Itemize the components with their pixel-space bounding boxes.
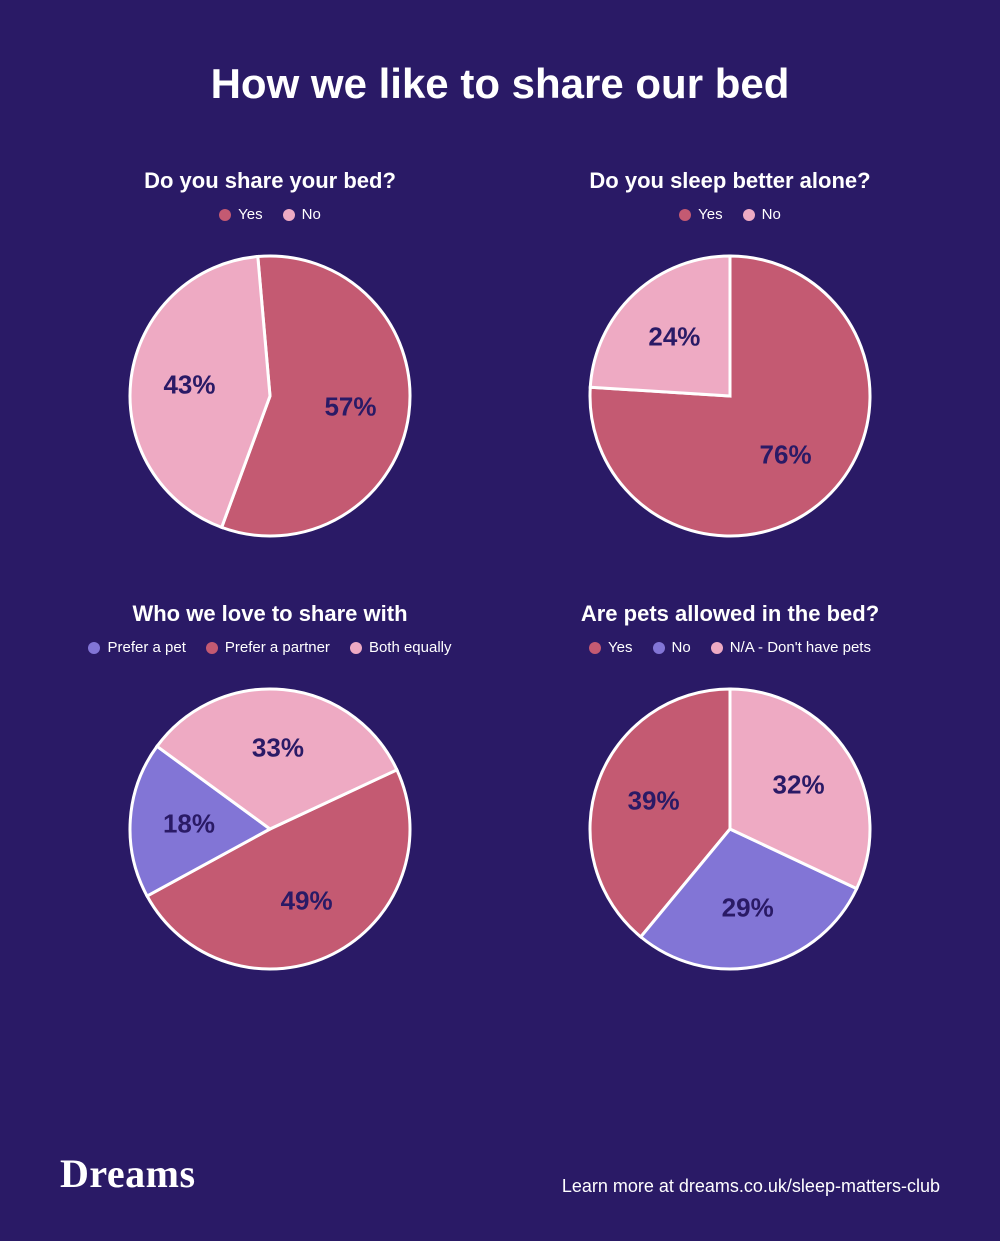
legend-label: Prefer a pet [107,639,185,656]
pie-svg [585,251,875,541]
chart-legend: Prefer a pet Prefer a partner Both equally [88,639,451,656]
chart-panel: Are pets allowed in the bed? Yes No N/A - D… [520,601,940,974]
legend-item: Prefer a pet [88,639,185,656]
slice-value-label: 57% [324,391,376,422]
legend-item: Yes [679,206,722,223]
brand-logo: Dreams [60,1150,196,1197]
chart-title: Do you share your bed? [144,168,396,194]
legend-item: Yes [589,639,632,656]
chart-title: Who we love to share with [132,601,407,627]
slice-value-label: 43% [163,370,215,401]
slice-value-label: 76% [760,440,812,471]
legend-label: Both equally [369,639,452,656]
pie-chart: 39% 29% 32% [585,684,875,974]
legend-label: No [672,639,691,656]
chart-legend: Yes No N/A - Don't have pets [589,639,871,656]
legend-item: No [283,206,321,223]
pie-chart: 76% 24% [585,251,875,541]
chart-panel: Do you sleep better alone? Yes No 76% 24% [520,168,940,541]
slice-value-label: 29% [722,893,774,924]
footer: Dreams Learn more at dreams.co.uk/sleep-… [60,1150,940,1197]
pie-chart: 57% 43% [125,251,415,541]
slice-value-label: 18% [163,808,215,839]
legend-label: Yes [608,639,632,656]
legend-label: No [762,206,781,223]
main-title: How we like to share our bed [60,60,940,108]
legend-swatch [743,209,755,221]
legend-swatch [88,642,100,654]
legend-swatch [219,209,231,221]
chart-title: Do you sleep better alone? [589,168,870,194]
legend-label: Prefer a partner [225,639,330,656]
slice-value-label: 39% [628,786,680,817]
chart-legend: Yes No [679,206,781,223]
legend-label: Yes [238,206,262,223]
legend-item: N/A - Don't have pets [711,639,871,656]
chart-grid: Do you share your bed?YesNo57%43%Do you … [60,168,940,974]
chart-panel: Who we love to share withPrefer a petPre… [60,601,480,974]
pie-svg [585,684,875,974]
legend-swatch [711,642,723,654]
legend-item: Yes [219,206,262,223]
pie-chart: 49% 18% 33% [125,684,415,974]
legend-swatch [206,642,218,654]
legend-swatch [283,209,295,221]
slice-value-label: 24% [648,321,700,352]
footer-link-text: Learn more at dreams.co.uk/sleep-matters… [562,1176,940,1197]
legend-label: N/A - Don't have pets [730,639,871,656]
chart-title: Are pets allowed in the bed? [581,601,879,627]
legend-item: No [743,206,781,223]
legend-swatch [679,209,691,221]
legend-swatch [350,642,362,654]
legend-item: Prefer a partner [206,639,330,656]
slice-value-label: 49% [281,886,333,917]
legend-label: Yes [698,206,722,223]
legend-label: No [302,206,321,223]
legend-swatch [589,642,601,654]
infographic-canvas: How we like to share our bed Do you shar… [0,0,1000,1241]
chart-legend: Yes No [219,206,321,223]
slice-value-label: 32% [773,770,825,801]
legend-item: Both equally [350,639,452,656]
legend-item: No [653,639,691,656]
chart-panel: Do you share your bed? Yes No 57% 43% [60,168,480,541]
slice-value-label: 33% [252,733,304,764]
legend-swatch [653,642,665,654]
